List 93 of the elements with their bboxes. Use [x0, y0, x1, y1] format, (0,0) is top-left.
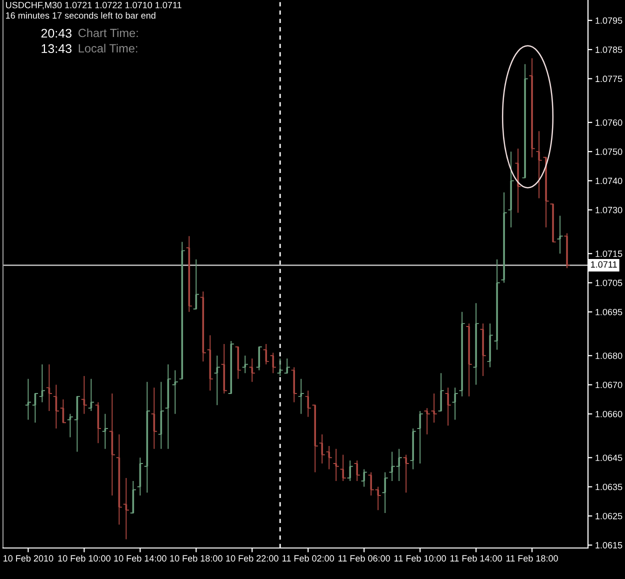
y-tick-label: 1.0760	[596, 119, 622, 126]
y-tick-label: 1.0740	[596, 178, 622, 184]
candlestick	[220, 343, 228, 394]
ref-line-label: 1.0711	[591, 261, 617, 268]
candlestick	[528, 58, 536, 158]
candlestick	[158, 381, 164, 450]
candlestick	[248, 358, 256, 382]
candlestick	[332, 448, 340, 482]
candlestick	[130, 480, 136, 514]
x-tick-label: 10 Feb 10:00	[58, 554, 110, 562]
candlestick	[542, 156, 550, 228]
annotation: 20:43	[41, 28, 72, 38]
candlestick	[242, 355, 248, 374]
y-tick-label: 1.0715	[596, 250, 622, 257]
candlestick	[214, 355, 220, 406]
candlestick	[438, 372, 444, 412]
x-tick-label: 10 Feb 2010	[4, 554, 54, 562]
candlestick	[466, 323, 472, 397]
y-tick-label: 1.0695	[596, 308, 622, 316]
y-tick-label: 1.0615	[596, 542, 622, 548]
candlestick	[304, 390, 312, 418]
candlestick	[206, 334, 214, 392]
candlestick	[192, 258, 200, 310]
candlestick	[262, 343, 270, 365]
candlestick	[234, 346, 242, 380]
candlestick	[326, 445, 332, 470]
candlestick	[536, 130, 542, 199]
candlestick	[416, 410, 424, 464]
y-tick-label: 1.0705	[596, 280, 622, 286]
x-tick-label: 11 Feb 10:00	[394, 554, 446, 562]
candlestick	[486, 323, 494, 368]
candlestick	[200, 291, 206, 362]
x-tick-label: 10 Feb 18:00	[170, 554, 222, 562]
y-tick-label: 1.0730	[596, 206, 622, 214]
candlestick	[402, 454, 410, 494]
candlestick	[500, 192, 508, 284]
candlestick	[150, 387, 158, 450]
x-tick-label: 10 Feb 14:00	[114, 554, 166, 562]
candlestick	[228, 340, 234, 394]
candlestick	[444, 387, 452, 426]
candlestick	[494, 258, 500, 350]
x-tick-label: 11 Feb 14:00	[450, 554, 502, 562]
candlestick	[312, 404, 318, 473]
candlestick	[318, 434, 326, 464]
candlestick	[522, 64, 528, 178]
candlestick	[472, 302, 480, 386]
candlestick	[354, 460, 360, 482]
candlestick	[164, 364, 172, 450]
candlestick	[564, 232, 570, 269]
y-tick-label: 1.0795	[596, 17, 622, 24]
annotation: Chart Time:	[78, 28, 138, 38]
x-tick-label: 11 Feb 06:00	[338, 554, 390, 562]
y-tick-label: 1.0670	[596, 382, 622, 388]
candlestick	[298, 378, 304, 414]
x-tick-label: 11 Feb 02:00	[282, 554, 334, 562]
candlestick	[186, 236, 192, 312]
annotation: 13:43	[42, 44, 72, 54]
y-tick-label: 1.0635	[596, 484, 622, 490]
candlestick	[452, 387, 458, 420]
candlestick	[136, 457, 144, 496]
candlestick	[410, 428, 416, 470]
y-tick-label: 1.0775	[596, 76, 622, 82]
candlestick	[284, 358, 290, 374]
text: 16 minutes 17 seconds left to bar end	[6, 12, 156, 19]
candlestick	[430, 393, 438, 424]
annotation: Local Time:	[78, 44, 138, 53]
y-tick-label: 1.0660	[596, 410, 622, 418]
candlestick	[122, 478, 130, 540]
candlestick	[270, 352, 276, 374]
x-tick-label: 10 Feb 22:00	[226, 554, 278, 562]
candlestick	[424, 408, 430, 435]
y-tick-label: 1.0645	[596, 454, 622, 461]
candlestick	[458, 311, 466, 397]
candlestick	[172, 370, 178, 414]
candlestick	[550, 204, 556, 242]
candlestick	[276, 358, 284, 377]
chart-title: USDCHF,M30 1.0721 1.0722 1.0710 1.0711	[6, 2, 182, 10]
candlestick	[514, 148, 522, 214]
candlestick	[360, 468, 368, 488]
candlestick	[556, 215, 564, 254]
candlestick	[508, 151, 514, 228]
y-tick-label: 1.0625	[596, 512, 622, 520]
candlestick	[480, 323, 486, 377]
candlestick	[144, 381, 150, 494]
y-tick-label: 1.0680	[596, 352, 622, 359]
candlestick	[382, 472, 388, 514]
candlestick	[346, 460, 354, 482]
x-tick-label: 11 Feb 18:00	[506, 554, 558, 562]
candlestick	[256, 346, 262, 371]
candlestick	[290, 366, 298, 403]
y-tick-label: 1.0750	[596, 148, 622, 155]
y-tick-label: 1.0785	[596, 46, 622, 53]
candlestick	[340, 454, 346, 482]
